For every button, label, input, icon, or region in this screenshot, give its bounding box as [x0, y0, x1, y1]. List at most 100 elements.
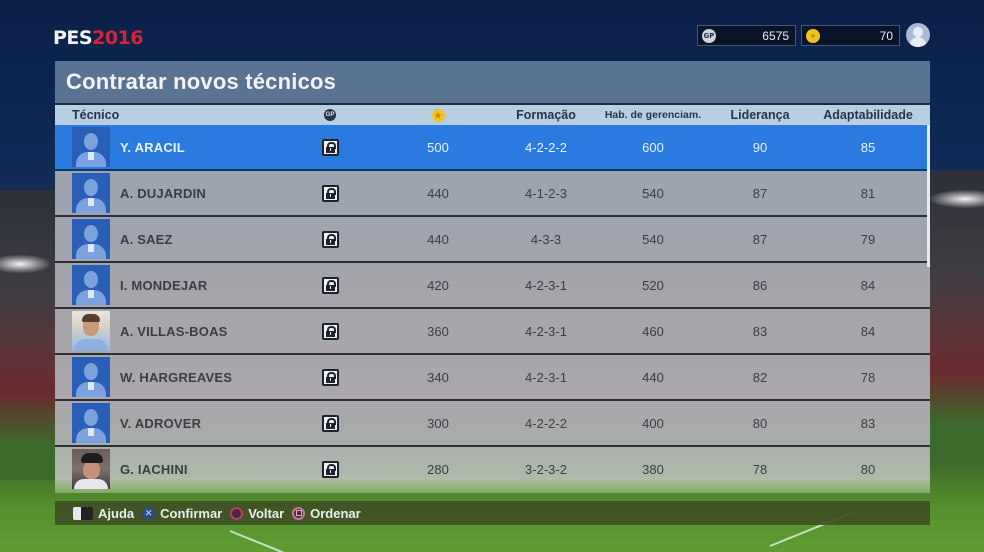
formation: 4-2-2-2	[525, 139, 567, 155]
gp-balance: GP 6575	[697, 25, 796, 46]
column-header-leadership[interactable]: Liderança	[730, 108, 790, 122]
formation: 3-2-3-2	[525, 461, 567, 477]
formation: 4-2-3-1	[525, 369, 567, 385]
lock-icon	[321, 368, 339, 386]
manager-row[interactable]: Y. ARACIL 500 4-2-2-2 600 90 85	[55, 125, 930, 171]
coin-balance: ★ 70	[801, 25, 900, 46]
adaptability: 81	[860, 185, 876, 201]
square-button-icon	[292, 506, 306, 520]
gp-lock	[317, 309, 343, 353]
manager-name: Y. ARACIL	[120, 139, 185, 155]
manager-row[interactable]: I. MONDEJAR 420 4-2-3-1 520 86 84	[55, 263, 930, 309]
gp-lock	[317, 263, 343, 307]
confirm-label: Confirmar	[160, 505, 223, 521]
help-hint[interactable]: Ajuda	[73, 506, 134, 521]
coin-cost: 500	[427, 139, 449, 155]
coin-cost: 360	[427, 323, 449, 339]
column-header-adaptability[interactable]: Adaptabilidade	[823, 108, 913, 122]
column-header-coins[interactable]: ★	[405, 108, 471, 122]
management-skill: 540	[642, 231, 664, 247]
gp-lock	[317, 447, 343, 491]
sort-hint[interactable]: Ordenar	[292, 506, 361, 521]
adaptability: 79	[860, 231, 876, 247]
manager-portrait-silhouette	[72, 357, 110, 397]
manager-name: W. HARGREAVES	[120, 369, 233, 385]
lock-icon	[321, 460, 339, 478]
gp-icon: GP	[324, 109, 336, 121]
coin-cost: 300	[427, 415, 449, 431]
back-hint[interactable]: Voltar	[230, 506, 284, 521]
touchpad-icon	[73, 506, 93, 520]
leadership: 80	[752, 415, 768, 431]
manager-list: Y. ARACIL 500 4-2-2-2 600 90 85 A. DUJAR…	[55, 125, 930, 493]
formation: 4-2-3-1	[525, 277, 567, 293]
leadership: 87	[752, 185, 768, 201]
manager-name: V. ADROVER	[120, 415, 202, 431]
management-skill: 540	[642, 185, 664, 201]
leadership: 78	[752, 461, 768, 477]
floodlight	[930, 190, 984, 208]
leadership: 82	[752, 369, 768, 385]
manager-row[interactable]: A. DUJARDIN 440 4-1-2-3 540 87 81	[55, 171, 930, 217]
coin-cost: 420	[427, 277, 449, 293]
management-skill: 440	[642, 369, 664, 385]
leadership: 86	[752, 277, 768, 293]
column-header-name[interactable]: Técnico	[72, 108, 120, 122]
lock-icon	[321, 322, 339, 340]
lock-icon	[321, 276, 339, 294]
button-hint-bar: Ajuda ✕ Confirmar Voltar Ordenar	[55, 501, 930, 525]
column-header-formation[interactable]: Formação	[516, 108, 576, 122]
adaptability: 85	[860, 139, 876, 155]
column-header-management[interactable]: Hab. de gerenciam.	[604, 109, 702, 121]
coin-cost: 440	[427, 185, 449, 201]
panel-title-bar: Contratar novos técnicos	[55, 61, 930, 103]
column-header-gp[interactable]: GP	[317, 109, 343, 121]
manager-row[interactable]: W. HARGREAVES 340 4-2-3-1 440 82 78	[55, 355, 930, 401]
manager-row[interactable]: A. VILLAS-BOAS 360 4-2-3-1 460 83 84	[55, 309, 930, 355]
manager-name: A. VILLAS-BOAS	[120, 323, 228, 339]
formation: 4-1-2-3	[525, 185, 567, 201]
gp-lock	[317, 401, 343, 445]
gp-value: 6575	[762, 28, 789, 43]
formation: 4-3-3	[530, 231, 562, 247]
floodlight	[0, 255, 50, 273]
coin-cost: 280	[427, 461, 449, 477]
coin-icon: ★	[431, 108, 445, 122]
management-skill: 600	[642, 139, 664, 155]
management-skill: 380	[642, 461, 664, 477]
column-header-row: Técnico GP ★ Formação Hab. de gerenciam.…	[55, 103, 930, 125]
manager-name: A. SAEZ	[120, 231, 173, 247]
lock-icon	[321, 184, 339, 202]
list-scrollbar[interactable]	[927, 125, 930, 267]
gp-lock	[317, 217, 343, 261]
adaptability: 84	[860, 277, 876, 293]
gp-lock	[317, 125, 343, 169]
manager-portrait-photo	[72, 311, 110, 351]
cross-button-icon: ✕	[142, 506, 156, 520]
management-skill: 460	[642, 323, 664, 339]
manager-row[interactable]: G. IACHINI 280 3-2-3-2 380 78 80	[55, 447, 930, 493]
manager-portrait-silhouette	[72, 127, 110, 167]
stadium-background-left	[0, 190, 55, 480]
game-logo: PES2016	[53, 27, 143, 49]
manager-row[interactable]: V. ADROVER 300 4-2-2-2 400 80 83	[55, 401, 930, 447]
confirm-hint[interactable]: ✕ Confirmar	[142, 506, 222, 521]
coin-cost: 440	[427, 231, 449, 247]
adaptability: 83	[860, 415, 876, 431]
manager-portrait-silhouette	[72, 173, 110, 213]
manager-portrait-silhouette	[72, 403, 110, 443]
sort-label: Ordenar	[310, 505, 361, 521]
leadership: 87	[752, 231, 768, 247]
gp-lock	[317, 355, 343, 399]
lock-icon	[321, 138, 339, 156]
manager-row[interactable]: A. SAEZ 440 4-3-3 540 87 79	[55, 217, 930, 263]
leadership: 83	[752, 323, 768, 339]
stadium-background-right	[928, 170, 984, 460]
manager-portrait-silhouette	[72, 219, 110, 259]
user-avatar-icon[interactable]	[906, 23, 930, 47]
adaptability: 78	[860, 369, 876, 385]
manager-name: G. IACHINI	[120, 461, 188, 477]
coin-value: 70	[879, 28, 893, 43]
coin-icon: ★	[806, 28, 820, 43]
manager-portrait-photo	[72, 449, 110, 489]
